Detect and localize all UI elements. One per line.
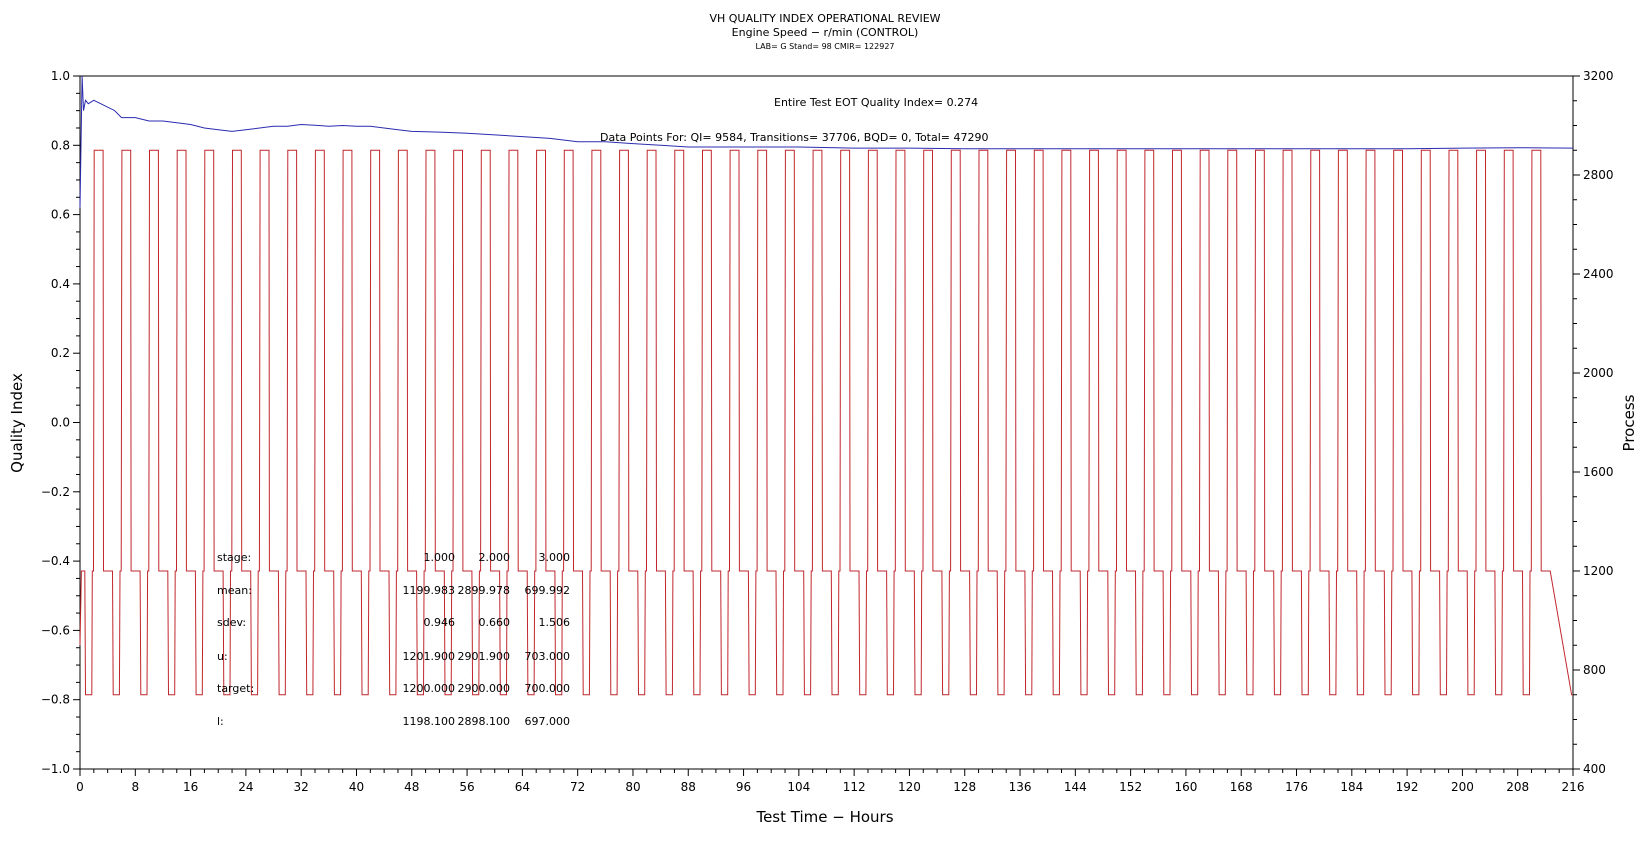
x-tick-label: 48 xyxy=(404,780,419,794)
y-tick-label: 0.4 xyxy=(51,277,70,291)
chart-subtitle: Engine Speed − r/min (CONTROL) xyxy=(732,26,919,39)
stats-row-label: l: xyxy=(217,715,224,728)
chart-title: VH QUALITY INDEX OPERATIONAL REVIEW xyxy=(709,12,940,25)
y2-tick-label: 2400 xyxy=(1583,267,1614,281)
y2-tick-label: 400 xyxy=(1583,762,1606,776)
x-tick-label: 216 xyxy=(1562,780,1585,794)
stats-row-label: stage: xyxy=(217,551,251,564)
x-tick-label: 120 xyxy=(898,780,921,794)
stats-row-value: 1198.100 xyxy=(403,715,456,728)
x-axis-label: Test Time − Hours xyxy=(755,808,893,826)
stats-row-label: u: xyxy=(217,650,228,663)
x-tick-label: 136 xyxy=(1009,780,1032,794)
x-tick-label: 88 xyxy=(681,780,696,794)
x-tick-label: 24 xyxy=(238,780,253,794)
y-tick-label: −0.2 xyxy=(41,485,70,499)
x-tick-label: 64 xyxy=(515,780,530,794)
y-tick-label: −0.8 xyxy=(41,693,70,707)
stats-row-label: sdev: xyxy=(217,616,246,629)
y-tick-label: 0.2 xyxy=(51,346,70,360)
y2-axis-label: Process xyxy=(1620,394,1638,451)
y2-tick-label: 2000 xyxy=(1583,366,1614,380)
stats-row-value: 1.000 xyxy=(424,551,456,564)
y-tick-label: 0.0 xyxy=(51,416,70,430)
series-line-engine-speed xyxy=(79,149,1573,696)
x-tick-label: 40 xyxy=(349,780,364,794)
y2-tick-label: 2800 xyxy=(1583,168,1614,182)
y-axis-label: Quality Index xyxy=(8,373,26,473)
stats-row-value: 699.992 xyxy=(525,584,571,597)
stats-row-value: 0.946 xyxy=(424,616,456,629)
stats-row-value: 697.000 xyxy=(525,715,571,728)
stats-row-value: 2899.978 xyxy=(458,584,511,597)
y-tick-label: 0.6 xyxy=(51,208,70,222)
y-tick-label: 1.0 xyxy=(51,69,70,83)
x-tick-label: 152 xyxy=(1119,780,1142,794)
stats-row-value: 2901.900 xyxy=(458,650,511,663)
axes-layer: 0 8 16 24 32 40 48 56 64 72 80 88 96 104 112 120 128 136 1… xyxy=(41,69,1614,794)
x-tick-label: 208 xyxy=(1506,780,1529,794)
x-tick-label: 0 xyxy=(76,780,84,794)
stats-row-value: 0.660 xyxy=(479,616,511,629)
x-tick-label: 192 xyxy=(1396,780,1419,794)
stats-row-value: 2.000 xyxy=(479,551,511,564)
y2-tick-label: 3200 xyxy=(1583,69,1614,83)
stats-row-value: 2898.100 xyxy=(458,715,511,728)
stats-table: stage: 1.000 2.000 3.000 mean: 1199.983 2899.9… xyxy=(217,551,570,728)
x-tick-label: 96 xyxy=(736,780,751,794)
data-points-annotation: Data Points For: QI= 9584, Transitions= … xyxy=(600,131,989,144)
x-tick-label: 112 xyxy=(843,780,866,794)
stats-row-value: 700.000 xyxy=(525,682,571,695)
stats-row-label: mean: xyxy=(217,584,252,597)
stats-row-value: 703.000 xyxy=(525,650,571,663)
x-tick-label: 160 xyxy=(1174,780,1197,794)
x-tick-label: 72 xyxy=(570,780,585,794)
series-layer xyxy=(79,75,1574,696)
stats-row-label: target: xyxy=(217,682,254,695)
stats-row-value: 3.000 xyxy=(539,551,571,564)
y-tick-label: −1.0 xyxy=(41,762,70,776)
y-tick-label: 0.8 xyxy=(51,138,70,152)
stats-row-value: 1199.983 xyxy=(403,584,456,597)
plot-frame xyxy=(79,75,1574,770)
x-tick-label: 32 xyxy=(294,780,309,794)
stats-row-value: 1201.900 xyxy=(403,650,456,663)
x-tick-label: 184 xyxy=(1340,780,1363,794)
stats-row-value: 2900.000 xyxy=(458,682,511,695)
stats-row-value: 1.506 xyxy=(539,616,571,629)
x-tick-label: 144 xyxy=(1064,780,1087,794)
x-tick-label: 8 xyxy=(131,780,139,794)
x-tick-label: 200 xyxy=(1451,780,1474,794)
x-tick-label: 16 xyxy=(183,780,198,794)
series-line-quality-index xyxy=(79,75,1574,208)
x-tick-label: 176 xyxy=(1285,780,1308,794)
y2-tick-label: 1600 xyxy=(1583,465,1614,479)
x-tick-label: 104 xyxy=(787,780,810,794)
x-tick-label: 56 xyxy=(459,780,474,794)
x-tick-label: 128 xyxy=(953,780,976,794)
eot-annotation: Entire Test EOT Quality Index= 0.274 xyxy=(774,96,978,109)
y-tick-label: −0.4 xyxy=(41,554,70,568)
y2-tick-label: 1200 xyxy=(1583,564,1614,578)
y-tick-label: −0.6 xyxy=(41,623,70,637)
x-tick-label: 168 xyxy=(1230,780,1253,794)
x-tick-label: 80 xyxy=(625,780,640,794)
stats-row-value: 1200.000 xyxy=(403,682,456,695)
y2-tick-label: 800 xyxy=(1583,663,1606,677)
chart-subtitle2: LAB= G Stand= 98 CMIR= 122927 xyxy=(755,42,894,51)
